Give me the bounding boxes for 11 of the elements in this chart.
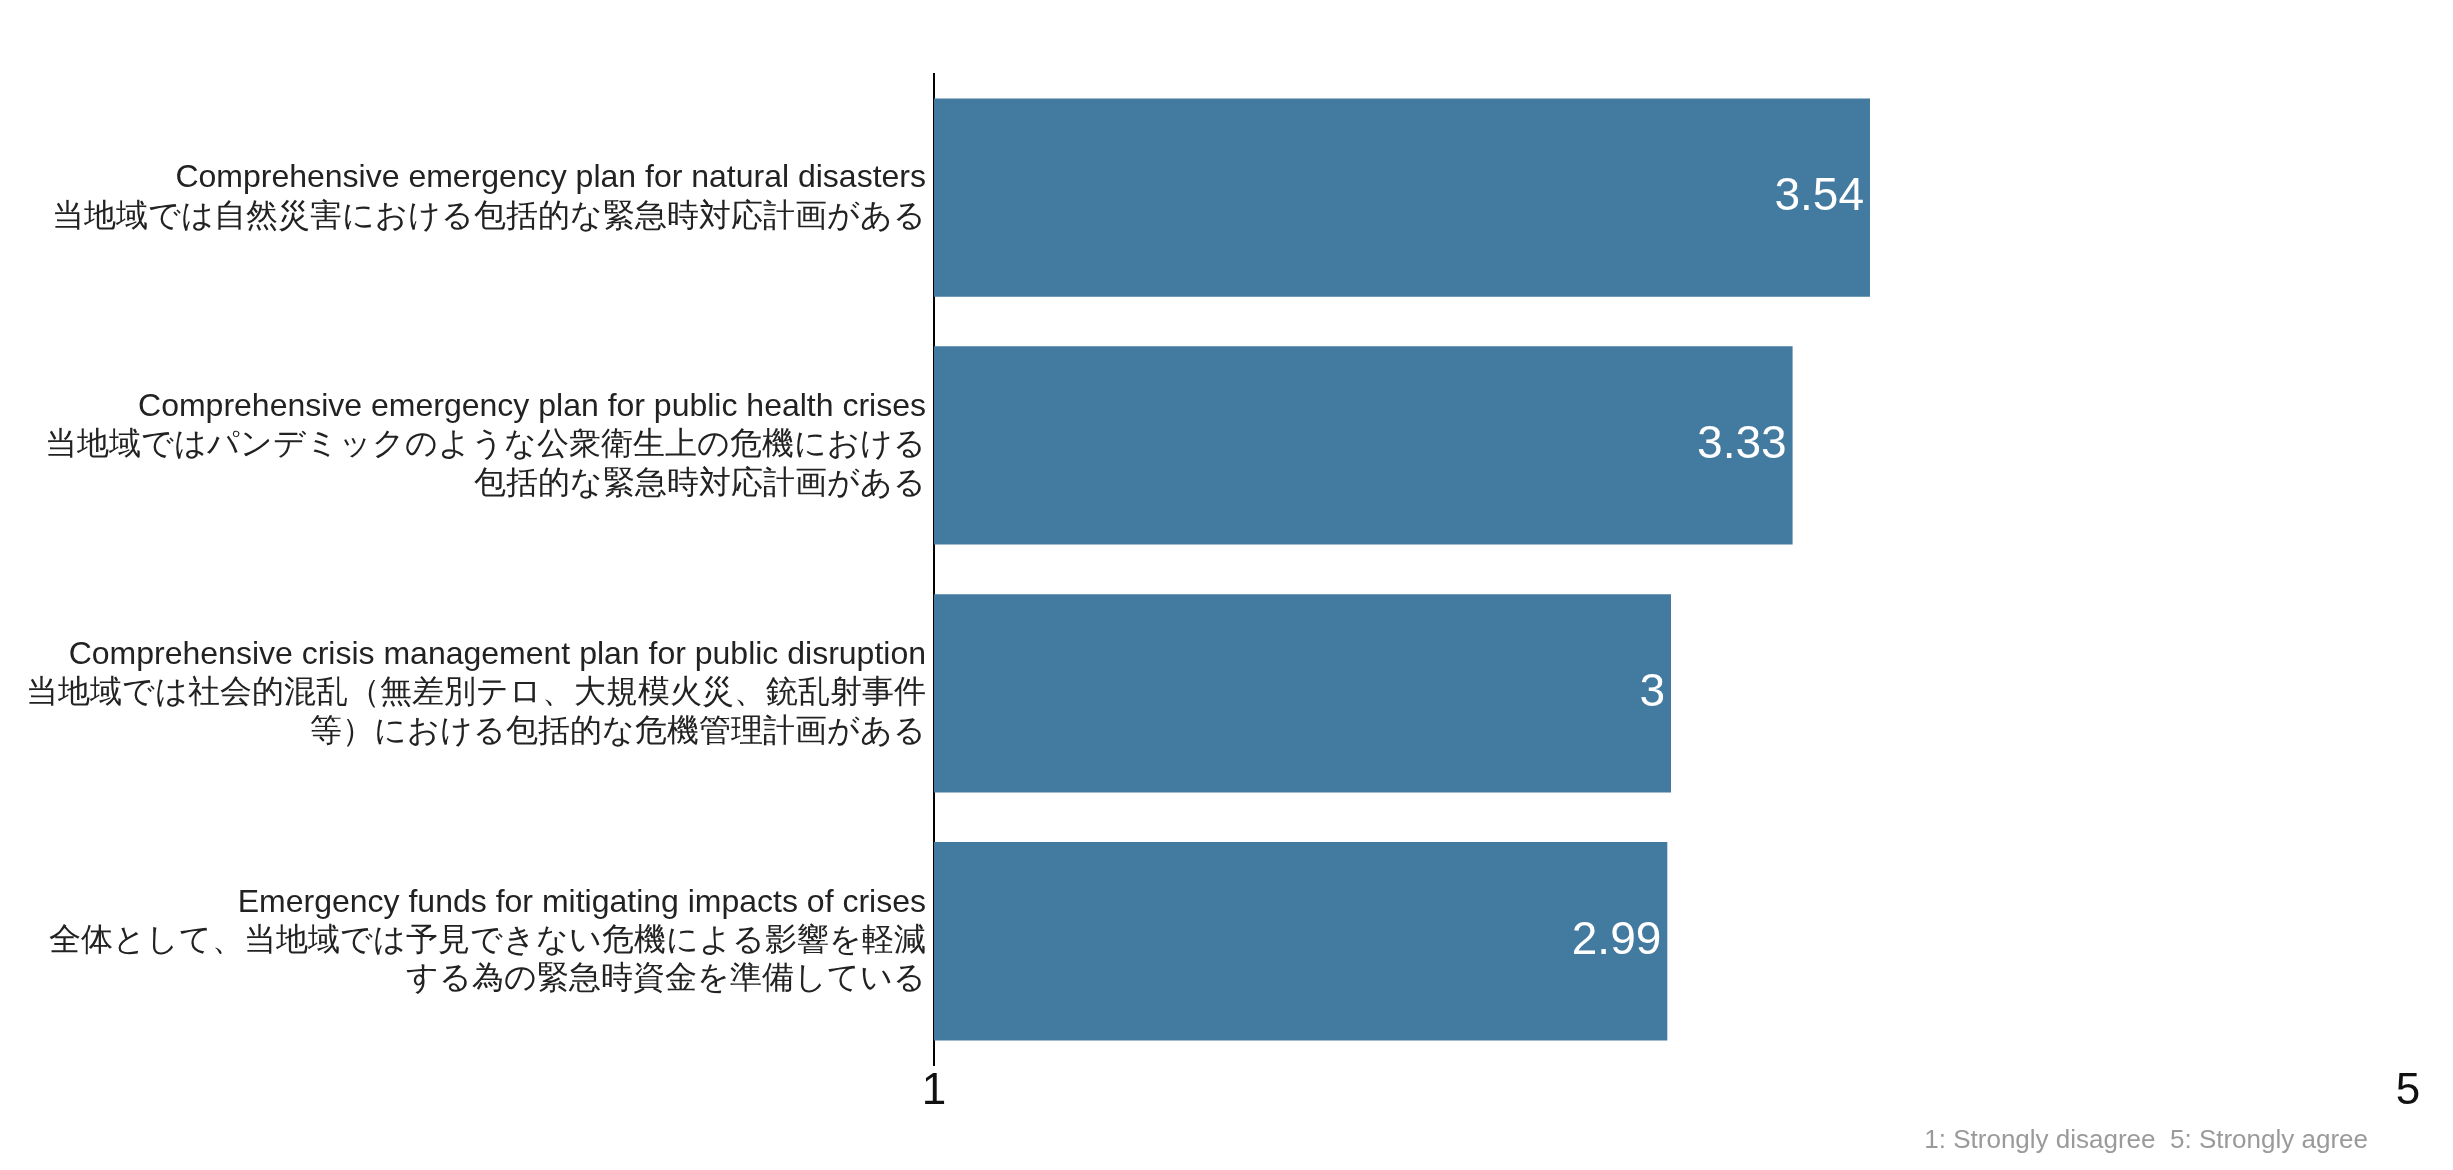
data-label: 2.99 xyxy=(1571,911,1662,964)
y-tick-label: Emergency funds for mitigating impacts of crises 全体として、当地域では予見できない危機による影響を軽減する為の緊急時資金を準備している xyxy=(49,882,926,996)
y-tick-label: Comprehensive emergency plan for natural disasters 当地域では自然災害における包括的な緊急時対応計画がある xyxy=(52,158,926,233)
y-tick-label: Comprehensive emergency plan for public health crises 当地域ではパンデミックのような公衆衛生上の危機における包括的な緊急時対応計画がある xyxy=(45,386,926,500)
data-label: 3.54 xyxy=(1774,168,1864,221)
data-label: 3.33 xyxy=(1697,416,1787,469)
data-label: 3 xyxy=(1639,664,1665,717)
text: 1: Strongly disagree 5: Strongly agree xyxy=(1924,1124,2368,1155)
x-tick-label: 5 xyxy=(2395,1063,2421,1113)
x-tick-label: 1 xyxy=(921,1063,947,1113)
y-tick-label: Comprehensive crisis management plan for public disruption 当地域では社会的混乱（無差別テロ、大規模火災、銃乱射事件等）における包括的な危機管理計画がある xyxy=(26,634,926,748)
